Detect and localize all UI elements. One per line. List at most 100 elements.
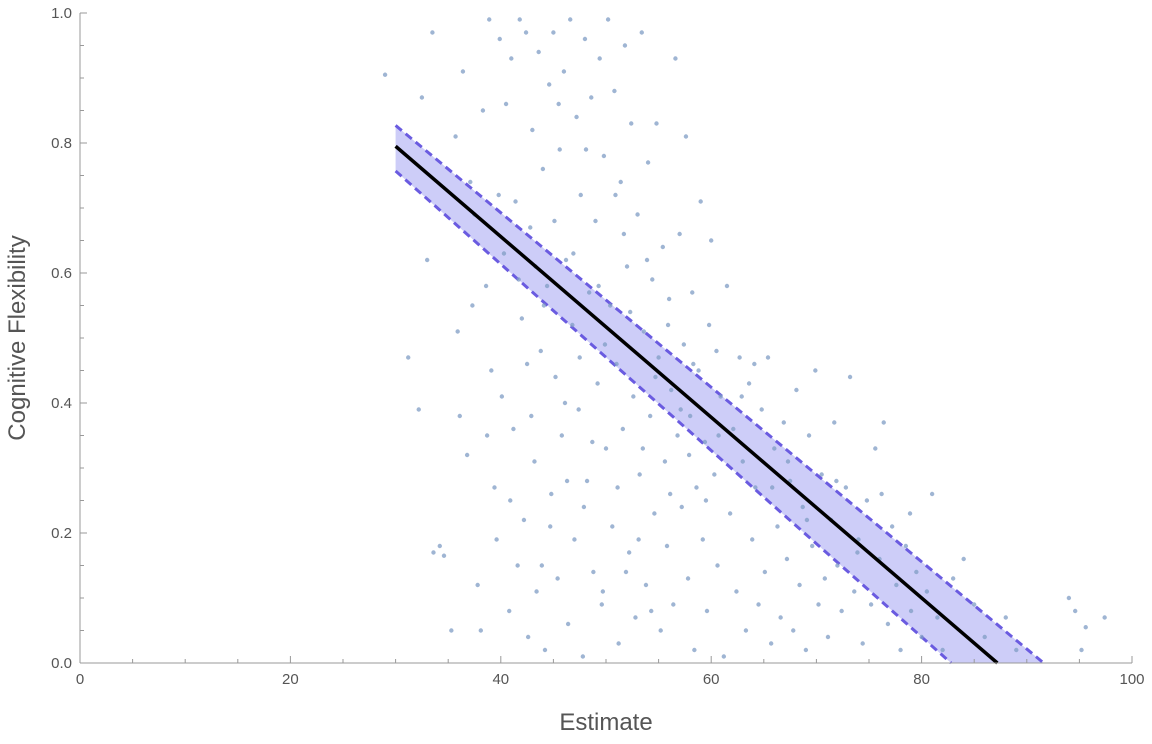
data-point: [935, 615, 940, 620]
data-point: [718, 394, 723, 399]
data-point: [631, 394, 636, 399]
y-tick-label: 0.4: [51, 395, 72, 412]
data-point: [605, 17, 611, 22]
data-point: [590, 439, 595, 445]
data-point: [453, 134, 458, 139]
data-point: [620, 426, 626, 432]
data-point: [494, 537, 499, 542]
data-point: [416, 407, 421, 412]
data-point: [489, 368, 494, 373]
data-point: [940, 647, 945, 653]
data-point: [903, 543, 909, 549]
data-point: [612, 88, 617, 94]
data-point: [702, 439, 708, 445]
data-point: [572, 537, 577, 542]
data-point: [972, 602, 977, 607]
data-point: [746, 381, 752, 386]
data-point: [603, 446, 609, 451]
data-point: [756, 602, 761, 607]
data-point: [694, 485, 699, 490]
data-point: [1003, 615, 1008, 620]
data-point: [591, 569, 596, 575]
data-point: [647, 413, 653, 419]
x-tick-label: 100: [1119, 671, 1144, 688]
data-point: [775, 524, 780, 529]
data-point: [656, 355, 661, 360]
data-point: [570, 322, 575, 328]
data-point: [691, 361, 696, 367]
data-point: [556, 101, 561, 107]
data-point: [762, 569, 768, 575]
x-tick-label: 60: [703, 671, 720, 688]
data-point: [559, 433, 565, 438]
data-point: [929, 491, 935, 497]
data-point: [517, 17, 522, 22]
data-point: [515, 563, 520, 568]
data-point: [555, 576, 560, 581]
data-point: [621, 231, 627, 237]
data-point: [664, 543, 670, 549]
data-point: [608, 303, 613, 308]
data-point: [441, 553, 447, 558]
data-point: [666, 296, 672, 302]
data-point: [731, 426, 736, 432]
data-point: [521, 517, 527, 523]
data-point: [564, 478, 570, 484]
data-point: [610, 524, 615, 529]
data-point: [470, 303, 475, 308]
data-point: [600, 589, 606, 594]
data-point: [770, 485, 775, 490]
data-point: [464, 452, 470, 458]
data-point: [549, 491, 554, 497]
data-point: [864, 498, 870, 503]
data-point: [582, 36, 588, 42]
y-tick-label: 1.0: [51, 5, 72, 22]
data-point: [806, 433, 812, 438]
data-point: [503, 101, 509, 107]
y-tick-label: 0.0: [51, 655, 72, 672]
data-point: [623, 569, 629, 575]
data-point: [737, 355, 742, 360]
data-point: [739, 394, 744, 399]
data-point: [724, 283, 730, 289]
data-point: [597, 56, 602, 61]
data-point: [568, 17, 573, 22]
data-point: [557, 147, 562, 152]
data-point: [734, 589, 739, 594]
data-point: [483, 283, 489, 289]
data-point: [639, 30, 644, 35]
data-point: [544, 283, 550, 289]
data-point: [437, 543, 442, 549]
data-point: [530, 127, 535, 133]
confidence-band-lower: [394, 169, 953, 665]
data-point: [589, 95, 594, 100]
data-point: [784, 556, 790, 562]
data-point: [513, 199, 518, 204]
y-axis-title: Cognitive Flexibility: [4, 235, 31, 440]
data-point: [753, 485, 758, 490]
data-point: [961, 556, 966, 562]
data-point: [618, 179, 623, 185]
data-point: [599, 602, 604, 607]
data-point: [637, 472, 642, 477]
y-tick-label: 0.6: [51, 265, 72, 282]
data-point: [881, 420, 886, 425]
data-point: [492, 485, 497, 490]
data-point: [519, 316, 525, 321]
data-point: [532, 459, 537, 464]
data-point: [868, 602, 874, 607]
data-point: [819, 472, 824, 477]
data-point: [855, 550, 860, 555]
fit-line: [394, 144, 999, 665]
data-point: [584, 478, 590, 484]
data-point: [633, 615, 638, 620]
x-tick-label: 0: [76, 671, 84, 688]
data-point: [839, 608, 844, 614]
data-point: [687, 413, 693, 419]
data-point: [562, 400, 568, 406]
data-point: [825, 634, 831, 640]
data-point: [683, 134, 689, 139]
data-point: [650, 277, 655, 282]
data-point: [528, 225, 533, 230]
